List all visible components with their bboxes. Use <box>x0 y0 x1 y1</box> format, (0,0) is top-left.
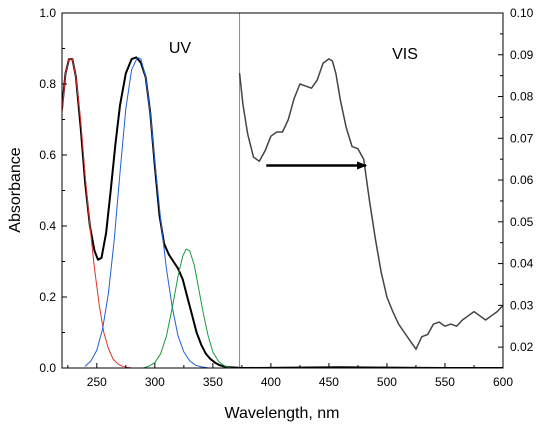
y-left-tick-label: 0.8 <box>39 77 56 91</box>
y-left-tick-label: 0.2 <box>39 290 56 304</box>
y-right-tick-label: 0.08 <box>510 90 534 104</box>
y-right-tick-label: 0.09 <box>510 48 534 62</box>
y-right-tick-label: 0.06 <box>510 173 534 187</box>
series-line-1 <box>62 58 133 368</box>
y-left-tick-label: 0.4 <box>39 219 56 233</box>
y-axis-title: Absorbance <box>7 147 24 232</box>
vis-label: VIS <box>392 46 418 63</box>
x-tick-label: 550 <box>435 375 455 389</box>
y-left-tick-label: 0.0 <box>39 361 56 375</box>
series-line-3 <box>142 248 231 368</box>
y-right-tick-label: 0.04 <box>510 257 534 271</box>
series-line-0 <box>62 56 503 368</box>
y-right-tick-label: 0.05 <box>510 215 534 229</box>
y-left-tick-label: 1.0 <box>39 6 56 20</box>
series-line-2 <box>84 56 208 368</box>
y-right-tick-label: 0.02 <box>510 340 534 354</box>
x-tick-label: 300 <box>145 375 165 389</box>
y-right-tick-label: 0.03 <box>510 298 534 312</box>
y-axis-left: 0.0 0.2 0.4 0.6 0.8 1.0 <box>39 6 67 375</box>
x-tick-label: 250 <box>87 375 107 389</box>
series-line-4 <box>238 58 503 350</box>
y-right-tick-label: 0.10 <box>510 6 534 20</box>
y-right-tick-label: 0.07 <box>510 131 534 145</box>
y-left-tick-label: 0.6 <box>39 148 56 162</box>
x-tick-label: 400 <box>261 375 281 389</box>
uv-label: UV <box>169 40 192 57</box>
x-tick-label: 500 <box>377 375 397 389</box>
x-axis: 250 300 350 400 450 500 550 600 <box>67 363 513 389</box>
x-axis-title: Wavelength, nm <box>224 405 339 422</box>
y-axis-right: 0.02 0.03 0.04 0.05 0.06 0.07 0.08 0.09 0.10 <box>498 6 534 354</box>
x-tick-label: 450 <box>319 375 339 389</box>
x-tick-label: 600 <box>493 375 513 389</box>
x-tick-label: 350 <box>203 375 223 389</box>
